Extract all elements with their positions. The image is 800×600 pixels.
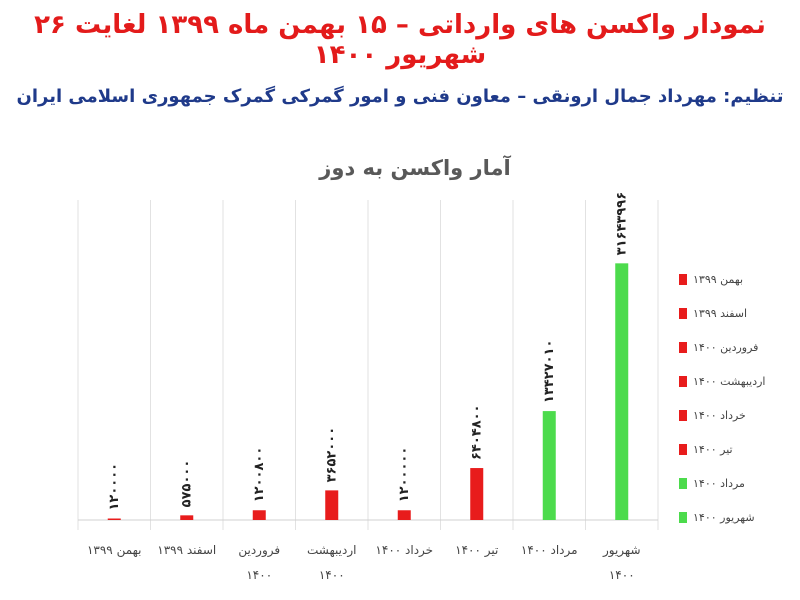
- legend-swatch: [679, 308, 687, 319]
- category-label: اسفند ۱۳۹۹: [157, 543, 216, 557]
- legend-label: بهمن ۱۳۹۹: [693, 273, 743, 286]
- data-label: ۵۷۵۰۰۰: [179, 460, 194, 508]
- category-label: اردیبهشت: [307, 543, 356, 558]
- legend-swatch: [679, 342, 687, 353]
- category-label: بهمن ۱۳۹۹: [87, 543, 142, 558]
- legend-swatch: [679, 512, 687, 523]
- legend-swatch: [679, 376, 687, 387]
- data-label: ۱۲۰۰۰۰۰: [397, 447, 412, 503]
- legend-label: شهریور ۱۴۰۰: [693, 511, 755, 524]
- legend-label: مرداد ۱۴۰۰: [693, 477, 745, 490]
- bar: [107, 518, 121, 520]
- bar: [252, 510, 266, 520]
- bar: [325, 490, 339, 520]
- category-label: ۱۴۰۰: [246, 568, 272, 582]
- bar: [180, 515, 194, 520]
- bar: [615, 263, 629, 520]
- page-title: نمودار واکسن های وارداتی – ۱۵ بهمن ماه ۱…: [34, 10, 766, 70]
- legend-label: اسفند ۱۳۹۹: [693, 307, 747, 320]
- bar: [397, 510, 411, 520]
- legend: بهمن ۱۳۹۹ اسفند ۱۳۹۹ فروردین ۱۴۰۰ اردیبهشت …: [679, 273, 765, 524]
- vaccine-bar-chart: آمار واکسن به دوز ۱۲۰۰۰۰ ۵۷۵۰۰۰ ۱۲۰۰۸۰۰ ۳۶۵…: [77, 155, 765, 582]
- category-label: مرداد ۱۴۰۰: [521, 543, 578, 558]
- bar: [542, 411, 556, 520]
- bars: [107, 263, 629, 520]
- legend-swatch: [679, 410, 687, 421]
- legend-label: اردیبهشت ۱۴۰۰: [693, 375, 765, 388]
- legend-swatch: [679, 444, 687, 455]
- bar: [470, 468, 484, 520]
- legend-swatch: [679, 478, 687, 489]
- data-label: ۳۱۶۴۳۹۹۶: [614, 192, 629, 255]
- page-subtitle: تنظیم: مهرداد جمال ارونقی – معاون فنی و …: [16, 86, 784, 107]
- category-label: ۱۴۰۰: [319, 568, 345, 582]
- data-label: ۱۲۰۰۰۰: [107, 463, 122, 511]
- data-label: ۳۶۵۲۰۰۰: [324, 427, 339, 483]
- category-label: شهریور: [602, 543, 641, 558]
- category-label: خرداد ۱۴۰۰: [375, 543, 433, 558]
- legend-swatch: [679, 274, 687, 285]
- category-label: تیر ۱۴۰۰: [455, 543, 498, 558]
- data-label: ۱۲۰۰۸۰۰: [252, 447, 267, 503]
- legend-label: خرداد ۱۴۰۰: [693, 409, 746, 422]
- legend-label: فروردین ۱۴۰۰: [693, 341, 758, 354]
- chart-title: آمار واکسن به دوز: [318, 155, 511, 180]
- category-label: ۱۴۰۰: [609, 568, 635, 582]
- data-label: ۱۳۴۲۷۰۱۰: [542, 340, 557, 403]
- data-labels: ۱۲۰۰۰۰ ۵۷۵۰۰۰ ۱۲۰۰۸۰۰ ۳۶۵۲۰۰۰ ۱۲۰۰۰۰۰ ۶۴۰۴۸۰۰…: [107, 192, 630, 511]
- category-label: فروردین: [238, 543, 280, 558]
- legend-label: تیر ۱۴۰۰: [693, 443, 733, 456]
- grid: [77, 200, 659, 530]
- data-label: ۶۴۰۴۸۰۰: [469, 405, 484, 461]
- x-axis: بهمن ۱۳۹۹ اسفند ۱۳۹۹ فروردین ۱۴۰۰ اردیبهشت ۱۴…: [87, 543, 641, 582]
